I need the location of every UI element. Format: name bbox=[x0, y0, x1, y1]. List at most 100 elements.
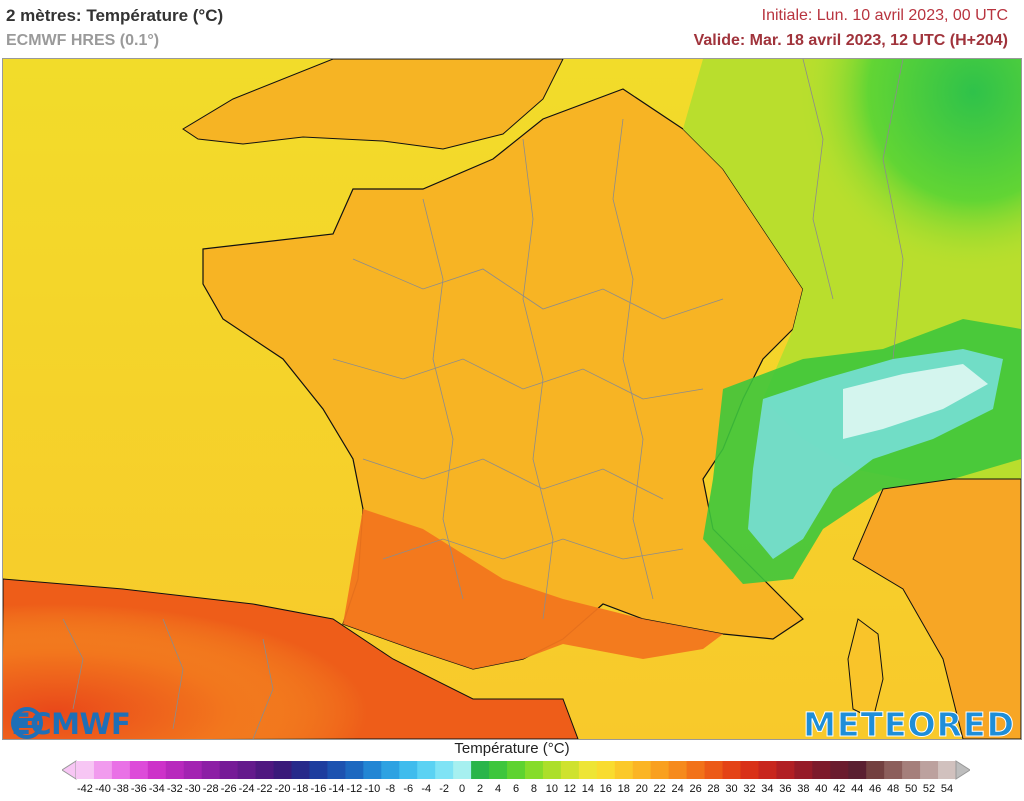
legend-tick-label: -26 bbox=[220, 783, 237, 795]
corsica-land bbox=[847, 618, 884, 720]
legend-tick-label: -36 bbox=[130, 783, 147, 795]
temperature-legend: -42 -40 -38 -36 -34 -32 -30 -28 -26 -24 -22 -20 -18-… bbox=[62, 759, 970, 799]
legend-swatch bbox=[327, 761, 346, 779]
legend-swatch bbox=[345, 761, 364, 779]
legend-swatch bbox=[237, 761, 257, 779]
legend-tick-label: -28 bbox=[202, 783, 219, 795]
legend-swatch bbox=[812, 761, 831, 779]
legend-tick-label: 18 bbox=[617, 783, 630, 795]
ecmwf-logo-text: ECMWF bbox=[11, 707, 131, 740]
england-land bbox=[182, 59, 564, 150]
legend-tick-label: 16 bbox=[599, 783, 612, 795]
legend-tick-label: 2 bbox=[477, 783, 484, 795]
legend-swatch bbox=[363, 761, 382, 779]
legend-tick-label: 28 bbox=[707, 783, 720, 795]
legend-tick-label: -18 bbox=[292, 783, 309, 795]
legend-tick-label: 50 bbox=[904, 783, 918, 795]
legend-tick-label: 22 bbox=[653, 783, 666, 795]
legend-swatch bbox=[309, 761, 328, 779]
legend-tick-label: 24 bbox=[671, 783, 684, 795]
legend-swatch bbox=[524, 761, 544, 779]
legend-swatch bbox=[884, 761, 903, 779]
legend-swatch bbox=[938, 761, 957, 779]
alps-peaks bbox=[843, 364, 988, 439]
legend-swatch bbox=[866, 761, 885, 779]
legend-tick-label: 0 bbox=[459, 783, 466, 795]
initial-time: Initiale: Lun. 10 avril 2023, 00 UTC bbox=[761, 7, 1008, 24]
legend-tick-label: -24 bbox=[238, 783, 255, 795]
legend-tick-label: -40 bbox=[94, 783, 111, 795]
legend-swatch bbox=[830, 761, 849, 779]
legend-tick-label: 26 bbox=[689, 783, 702, 795]
legend-tick-label: 38 bbox=[797, 783, 810, 795]
legend-swatch bbox=[76, 761, 95, 779]
legend-swatch bbox=[183, 761, 203, 779]
legend-swatch bbox=[722, 761, 741, 779]
legend-swatch bbox=[632, 761, 652, 779]
valid-time: Valide: Mar. 18 avril 2023, 12 UTC (H+20… bbox=[693, 32, 1008, 49]
legend-swatch bbox=[93, 761, 113, 779]
legend-tick-label: -38 bbox=[112, 783, 129, 795]
legend-tick-label: -8 bbox=[385, 783, 396, 795]
legend-swatch bbox=[758, 761, 777, 779]
legend-swatch bbox=[417, 761, 436, 779]
legend-swatch bbox=[273, 761, 293, 779]
legend-title: Température (°C) bbox=[454, 740, 570, 757]
legend-swatch bbox=[902, 761, 921, 779]
legend-swatch bbox=[596, 761, 616, 779]
legend-tick-label: -12 bbox=[346, 783, 363, 795]
legend-arrow-low bbox=[62, 760, 77, 780]
legend-swatch bbox=[165, 761, 185, 779]
legend-swatch bbox=[776, 761, 795, 779]
legend-tick-label: 6 bbox=[512, 783, 520, 795]
legend-swatch bbox=[794, 761, 813, 779]
legend-swatch bbox=[560, 761, 580, 779]
legend-tick-label: -22 bbox=[256, 783, 273, 795]
legend-swatch bbox=[399, 761, 418, 779]
legend-swatch bbox=[507, 761, 526, 779]
legend-swatch bbox=[740, 761, 759, 779]
header: 2 mètres: Température (°C) ECMWF HRES (0… bbox=[0, 0, 1024, 60]
hot-spain bbox=[3, 559, 523, 739]
legend-swatch bbox=[111, 761, 131, 779]
legend-tick-label: 30 bbox=[725, 783, 738, 795]
legend-tick-label: 32 bbox=[743, 783, 756, 795]
legend-tick-label: 42 bbox=[833, 783, 846, 795]
legend-swatch bbox=[542, 761, 562, 779]
italy-land bbox=[852, 478, 1021, 739]
legend-swatch bbox=[848, 761, 867, 779]
legend-swatch bbox=[578, 761, 598, 779]
legend-tick-label: 44 bbox=[851, 783, 864, 795]
legend-tick-label: -34 bbox=[148, 783, 165, 795]
legend-swatch bbox=[668, 761, 688, 779]
legend-swatch bbox=[686, 761, 706, 779]
legend-tick-label: 12 bbox=[563, 783, 576, 795]
legend-swatch bbox=[255, 761, 275, 779]
legend-tick-label: 36 bbox=[779, 783, 792, 795]
legend-swatch bbox=[129, 761, 149, 779]
legend-swatch bbox=[147, 761, 167, 779]
legend-tick-label: -42 bbox=[77, 783, 93, 795]
temperature-map[interactable]: ECMWF METEORED bbox=[2, 58, 1022, 740]
legend-tick-label: 4 bbox=[494, 783, 502, 795]
model-name: ECMWF HRES (0.1°) bbox=[6, 32, 160, 49]
legend-tick-label: -6 bbox=[403, 783, 414, 795]
legend-swatch bbox=[219, 761, 239, 779]
legend-swatch bbox=[704, 761, 724, 779]
legend-tick-label: -4 bbox=[421, 783, 432, 795]
legend-swatch bbox=[453, 761, 472, 779]
legend-tick-label: -14 bbox=[328, 783, 345, 795]
legend-swatch bbox=[435, 761, 454, 779]
legend-swatch bbox=[650, 761, 670, 779]
ecmwf-logo: ECMWF bbox=[11, 707, 131, 740]
legend-arrow-high bbox=[955, 760, 970, 780]
legend-tick-label: 52 bbox=[922, 783, 936, 795]
legend-swatch bbox=[201, 761, 221, 779]
legend-swatch bbox=[291, 761, 310, 779]
legend-tick-label: 14 bbox=[581, 783, 594, 795]
legend-tick-label: -20 bbox=[274, 783, 291, 795]
legend-tick-label: 10 bbox=[545, 783, 559, 795]
legend-tick-label: 34 bbox=[761, 783, 774, 795]
legend-tick-label: 54 bbox=[940, 783, 954, 795]
legend-tick-label: -2 bbox=[439, 783, 450, 795]
